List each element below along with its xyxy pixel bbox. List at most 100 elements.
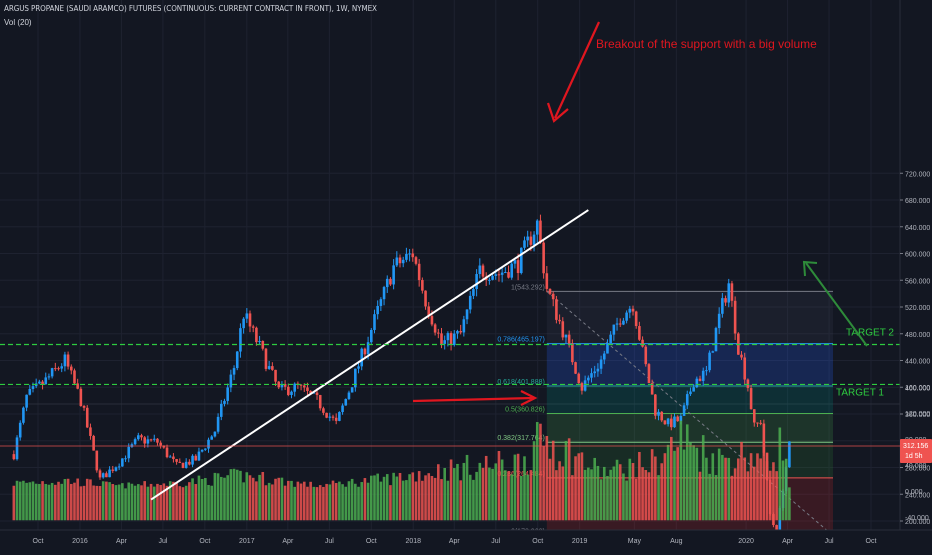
- volume-bar: [574, 456, 577, 521]
- volume-bar: [427, 473, 431, 521]
- candle-body: [219, 403, 223, 417]
- candle-body: [452, 333, 456, 346]
- candle-body: [318, 395, 322, 409]
- volume-bar: [545, 435, 549, 521]
- candle-body: [494, 274, 498, 276]
- candle-body: [708, 352, 711, 371]
- candle-body: [446, 333, 450, 341]
- volume-bar: [204, 478, 207, 521]
- price-axis-label: 720.000: [905, 171, 930, 178]
- candle-body: [788, 441, 791, 468]
- candle-body: [283, 384, 287, 387]
- volume-bar: [105, 481, 108, 521]
- volume-bar: [140, 485, 143, 521]
- volume-axis-label: 160.000: [905, 385, 930, 392]
- volume-bar: [82, 485, 86, 521]
- candle-body: [756, 422, 759, 424]
- volume-bar: [108, 482, 111, 521]
- candle-body: [421, 280, 424, 291]
- volume-bar: [350, 478, 354, 521]
- price-axis-label: 560.000: [905, 278, 930, 285]
- volume-bar: [472, 479, 475, 521]
- support-trendline: [150, 209, 589, 501]
- candle-body: [504, 272, 507, 274]
- candle-body: [510, 263, 514, 278]
- volume-bar: [18, 481, 22, 521]
- fib-zone: [546, 291, 834, 344]
- candle-body: [401, 259, 405, 264]
- candle-body: [184, 461, 188, 468]
- candle-body: [133, 439, 137, 445]
- candle-body: [676, 416, 679, 422]
- time-axis-label: Jul: [325, 538, 334, 545]
- price-axis-label: 400.000: [905, 385, 930, 392]
- volume-bar: [746, 471, 750, 521]
- volume-bar: [293, 486, 296, 521]
- volume-bar: [711, 453, 715, 521]
- candle-body: [395, 257, 399, 266]
- volume-bar: [130, 483, 134, 521]
- volume-bar: [701, 435, 705, 521]
- volume-bar: [162, 483, 166, 521]
- volume-bar: [341, 484, 344, 521]
- candle-body: [261, 340, 265, 349]
- candle-body: [216, 416, 220, 432]
- volume-bar: [85, 478, 89, 521]
- volume-bar: [714, 475, 718, 521]
- candle-body: [577, 373, 581, 384]
- candle-body: [389, 278, 392, 285]
- volume-bar: [178, 486, 182, 521]
- candle-body: [443, 340, 446, 344]
- candle-body: [414, 257, 418, 264]
- volume-bar: [414, 481, 418, 521]
- time-axis-label: Apr: [282, 538, 294, 545]
- volume-bar: [539, 423, 542, 521]
- candle-body: [255, 327, 258, 343]
- volume-bar: [376, 473, 379, 521]
- candle-body: [315, 392, 319, 396]
- candle-body: [561, 321, 565, 338]
- time-axis-label: Oct: [532, 538, 543, 545]
- candle-body: [749, 388, 753, 410]
- volume-bar: [564, 441, 568, 521]
- volume-bar: [315, 487, 319, 521]
- volume-bar: [740, 441, 743, 521]
- volume-bar: [708, 473, 711, 521]
- volume-bar: [743, 457, 747, 521]
- time-axis-label: Jul: [491, 538, 500, 545]
- candle-body: [701, 370, 705, 381]
- candle-body: [277, 381, 281, 388]
- candle-body: [98, 470, 102, 478]
- candle-body: [612, 324, 616, 335]
- chart-title: ARGUS PROPANE (SAUDI ARAMCO) FUTURES (CO…: [4, 4, 377, 13]
- candle-body: [117, 466, 121, 468]
- volume-bar: [223, 477, 226, 521]
- candle-body: [692, 387, 695, 392]
- volume-bar: [306, 486, 309, 521]
- volume-bar: [47, 484, 51, 521]
- candle-body: [430, 316, 434, 325]
- candle-body: [596, 368, 600, 372]
- volume-axis-label: 120.000: [905, 411, 930, 418]
- time-axis-label: Oct: [199, 538, 210, 545]
- volume-bar: [705, 457, 708, 521]
- candle-body: [602, 353, 606, 360]
- candle-body: [267, 366, 271, 369]
- candle-body: [379, 299, 383, 306]
- candle-body: [41, 381, 44, 385]
- candle-body: [25, 394, 28, 408]
- candle-body: [491, 275, 494, 280]
- volume-bar: [165, 485, 169, 521]
- volume-bar: [357, 486, 360, 521]
- candle-body: [475, 274, 478, 290]
- candle-body: [392, 265, 395, 285]
- volume-bar: [360, 482, 364, 521]
- candle-body: [535, 220, 539, 235]
- volume-axis-label: -40.000: [905, 515, 929, 522]
- volume-bar: [347, 481, 351, 521]
- volume-bar: [207, 484, 210, 521]
- candle-body: [590, 373, 593, 378]
- volume-bar: [721, 454, 724, 521]
- volume-bar: [184, 485, 188, 521]
